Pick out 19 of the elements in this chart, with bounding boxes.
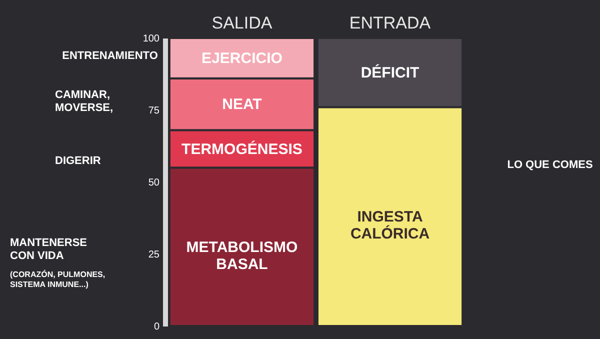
- x-tick-label: ENTRADA: [349, 14, 432, 32]
- y-tick-label: 100: [142, 34, 160, 44]
- text: DIGERIR: [55, 155, 101, 167]
- y-tick-label: 0: [154, 322, 160, 332]
- text: (CORAZÓN, PULMONES, SISTEMA INMUNE...): [10, 269, 106, 289]
- text: MANTENERSE CON VIDA: [10, 237, 88, 262]
- series-label: METABOLISMO BASAL: [186, 238, 298, 273]
- y-tick-label: 25: [148, 250, 160, 260]
- series-label: DÉFICIT: [360, 64, 420, 82]
- text: CAMINAR, MOVERSE,: [55, 89, 114, 114]
- text: LO QUE COMES: [507, 159, 593, 171]
- y-tick-label: 50: [148, 178, 160, 188]
- series-label: INGESTA CALÓRICA: [350, 208, 430, 243]
- y-tick-label: 75: [148, 106, 160, 116]
- series-label: TERMOGÉNESIS: [182, 140, 302, 158]
- series-label: EJERCICIO: [202, 50, 283, 68]
- series-label: NEAT: [222, 96, 262, 114]
- x-tick-label: SALIDA: [212, 14, 273, 32]
- text: ENTRENAMIENTO: [62, 50, 158, 62]
